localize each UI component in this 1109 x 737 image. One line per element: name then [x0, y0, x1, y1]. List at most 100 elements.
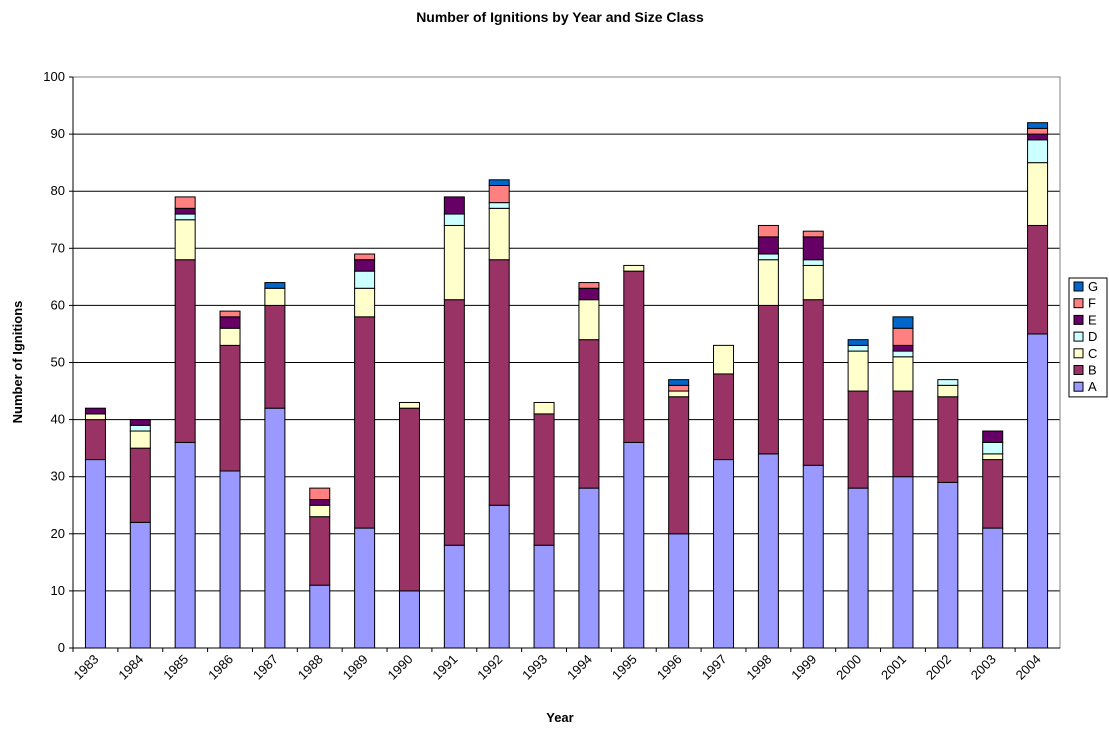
y-tick-label: 20: [51, 526, 65, 541]
bar-segment: [219, 327, 241, 346]
bar-segment: [309, 504, 331, 518]
legend-swatch: [1073, 331, 1084, 342]
bar-segment: [578, 299, 600, 341]
bar-segment: [982, 430, 1004, 443]
bar-segment: [219, 310, 241, 318]
bar-segment: [354, 270, 376, 289]
x-axis-label: Year: [546, 710, 573, 725]
bar-segment: [129, 430, 151, 449]
bar-segment: [84, 413, 106, 421]
bar-segment: [802, 236, 824, 261]
bar-segment: [354, 259, 376, 272]
x-tick-label: 1997: [699, 652, 730, 683]
y-tick-label: 70: [51, 240, 65, 255]
bar-segment: [219, 316, 241, 329]
x-tick-label: 1995: [609, 652, 640, 683]
bar-segment: [264, 407, 286, 649]
bar-segment: [443, 196, 465, 215]
bar-segment: [488, 259, 510, 506]
bar-segment: [847, 487, 869, 649]
legend-swatch: [1073, 381, 1084, 392]
bar-segment: [309, 516, 331, 586]
bar-segment: [398, 590, 420, 649]
bar-segment: [533, 401, 555, 415]
legend-label: G: [1088, 279, 1098, 294]
bar-segment: [578, 287, 600, 301]
bar-segment: [488, 184, 510, 204]
x-tick-label: 1987: [250, 652, 281, 683]
bar-segment: [174, 259, 196, 443]
bar-segment: [488, 207, 510, 261]
bar-segment: [1027, 139, 1049, 164]
x-tick-label: 1984: [115, 652, 146, 683]
x-tick-label: 1994: [564, 652, 595, 683]
legend-swatch: [1073, 365, 1084, 375]
bar-segment: [713, 373, 735, 461]
bar-segment: [713, 344, 735, 375]
bar-segment: [892, 356, 914, 392]
bar-segment: [1027, 333, 1049, 649]
bar-segment: [1027, 224, 1049, 335]
bar-segment: [802, 299, 824, 466]
x-tick-label: 1998: [743, 652, 774, 683]
bar-segment: [129, 447, 151, 523]
bar-segment: [219, 470, 241, 649]
legend-swatch: [1073, 281, 1084, 292]
y-tick-label: 90: [51, 126, 65, 141]
x-tick-label: 1991: [429, 652, 460, 683]
bar-segment: [533, 413, 555, 546]
bar-segment: [668, 396, 690, 535]
bar-segment: [443, 544, 465, 649]
bar-segment: [668, 379, 690, 386]
bar-segment: [847, 390, 869, 489]
bar-segment: [443, 224, 465, 301]
x-tick-label: 1983: [70, 652, 101, 683]
bar-segment: [129, 419, 151, 426]
y-axis-label: Number of Ignitions: [10, 301, 25, 424]
bar-segment: [129, 521, 151, 649]
bar-segment: [174, 196, 196, 209]
legend-label: A: [1088, 379, 1097, 394]
bar-segment: [264, 304, 286, 409]
bar-segment: [757, 304, 779, 455]
chart-title: Number of Ignitions by Year and Size Cla…: [416, 9, 704, 25]
bar-segment: [354, 287, 376, 318]
bar-segment: [1027, 122, 1049, 129]
bar-segment: [802, 230, 824, 238]
bar-segment: [129, 424, 151, 432]
x-tick-label: 1988: [295, 652, 326, 683]
legend-label: B: [1088, 363, 1097, 378]
y-tick-label: 100: [43, 69, 65, 84]
bar-segment: [847, 350, 869, 392]
bar-segment: [309, 584, 331, 649]
x-tick-label: 1996: [654, 652, 685, 683]
bar-segment: [174, 207, 196, 215]
bar-segment: [443, 213, 465, 226]
bar-segment: [892, 390, 914, 478]
x-tick-label: 1990: [385, 652, 416, 683]
bar-segment: [713, 459, 735, 649]
legend-swatch: [1073, 348, 1084, 359]
y-tick-label: 0: [58, 640, 65, 655]
bar-segment: [174, 213, 196, 221]
bar-segment: [623, 441, 645, 649]
bar-segment: [802, 264, 824, 301]
x-tick-label: 1986: [205, 652, 236, 683]
bar-segment: [982, 453, 1004, 461]
bar-segment: [892, 316, 914, 329]
bar-segment: [264, 282, 286, 289]
bar-segment: [937, 384, 959, 398]
bar-segment: [488, 202, 510, 209]
legend-swatch: [1073, 298, 1084, 309]
bar-segment: [937, 481, 959, 649]
bar-segment: [937, 396, 959, 483]
bar-segment: [982, 527, 1004, 649]
bar-segment: [1027, 162, 1049, 226]
y-tick-label: 10: [51, 583, 65, 598]
bar-segment: [892, 327, 914, 346]
y-tick-label: 50: [51, 355, 65, 370]
bar-segment: [668, 390, 690, 398]
bar-segment: [1027, 127, 1049, 135]
